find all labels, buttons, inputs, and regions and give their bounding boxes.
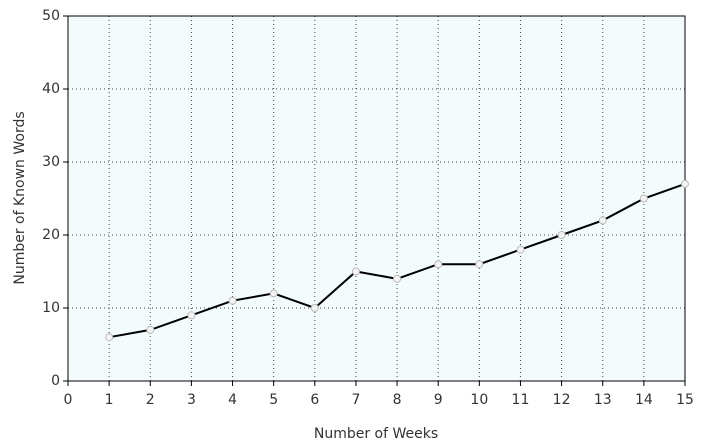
point — [681, 179, 689, 188]
point — [475, 260, 484, 269]
point — [187, 311, 196, 320]
x-tick-label: 12 — [553, 392, 571, 408]
x-tick-label: 2 — [146, 392, 155, 408]
point — [146, 325, 155, 334]
x-tick-label: 14 — [635, 392, 653, 408]
x-tick-label: 7 — [351, 392, 360, 408]
y-tick-label: 50 — [42, 8, 60, 24]
point — [269, 289, 278, 298]
y-tick-label: 30 — [42, 154, 60, 170]
y-tick-label: 0 — [51, 373, 60, 389]
point — [598, 216, 607, 225]
x-tick-label: 11 — [512, 392, 530, 408]
x-axis-label: Number of Weeks — [314, 426, 438, 442]
x-tick-label: 13 — [594, 392, 612, 408]
point — [351, 267, 360, 276]
x-tick-label: 6 — [310, 392, 319, 408]
point — [557, 231, 566, 239]
x-tick-label: 5 — [269, 392, 278, 408]
y-axis-label: Number of Known Words — [12, 111, 28, 284]
plot-frame — [67, 15, 686, 382]
point — [639, 194, 648, 203]
x-tick-label: 4 — [228, 392, 237, 408]
x-tick-label: 1 — [105, 392, 114, 408]
x-tick-label: 10 — [470, 392, 488, 408]
point — [105, 333, 114, 342]
point — [310, 304, 319, 312]
y-tick-label: 40 — [42, 81, 60, 97]
x-tick-label: 3 — [187, 392, 196, 408]
point — [516, 245, 525, 254]
plot-area — [68, 16, 685, 381]
y-tick-label: 20 — [42, 227, 60, 243]
y-tick-label: 10 — [42, 300, 60, 316]
x-tick-label: 15 — [676, 392, 694, 408]
point — [434, 260, 443, 269]
x-tick-label: 0 — [64, 392, 73, 408]
x-tick-label: 9 — [434, 392, 443, 408]
x-tick-label: 8 — [393, 392, 402, 408]
point — [228, 296, 237, 305]
point — [393, 274, 402, 283]
